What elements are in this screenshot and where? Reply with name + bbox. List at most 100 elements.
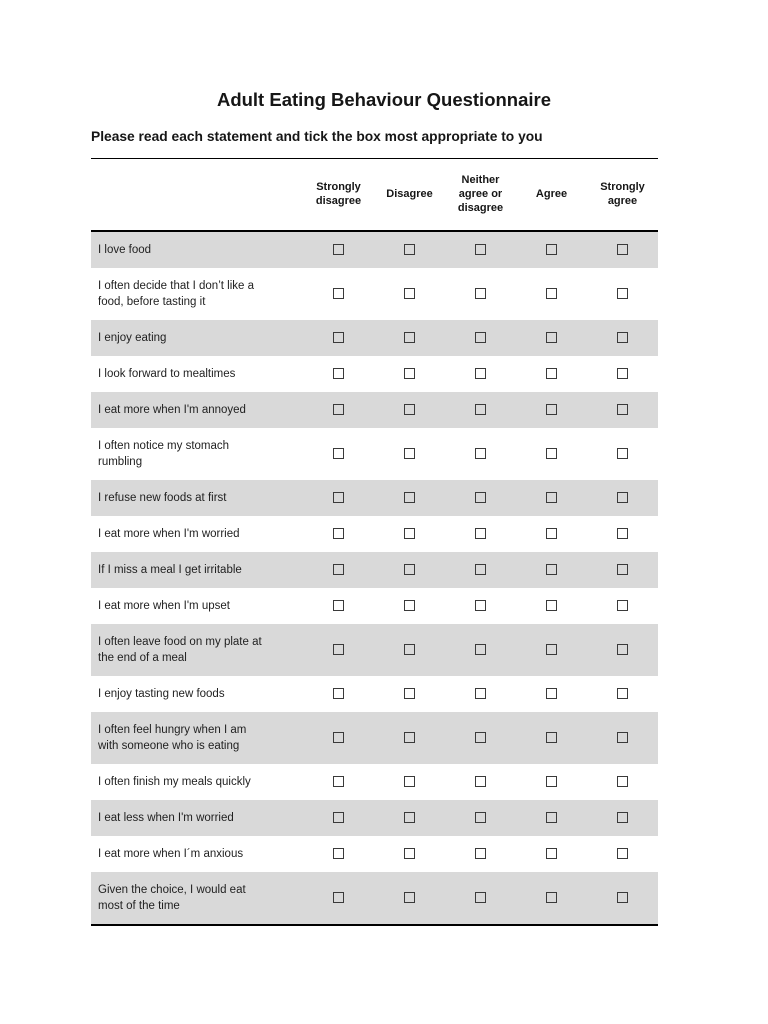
checkbox-row14-strongly-disagree[interactable] (333, 775, 344, 787)
checkbox-row4-strongly-disagree[interactable] (333, 367, 344, 379)
statement-text: I enjoy eating (98, 331, 167, 344)
checkbox-row10-agree[interactable] (546, 599, 557, 611)
choice-cell (303, 871, 374, 926)
checkbox-row5-neither-agree-or-disagree[interactable] (475, 403, 486, 415)
checkbox-row3-agree[interactable] (546, 331, 557, 343)
choice-cell (587, 712, 658, 764)
checkbox-row3-strongly-agree[interactable] (617, 331, 628, 343)
checkbox-row5-strongly-disagree[interactable] (333, 403, 344, 415)
checkbox-row17-strongly-agree[interactable] (617, 891, 628, 903)
checkbox-row7-neither-agree-or-disagree[interactable] (475, 491, 486, 503)
checkbox-row7-agree[interactable] (546, 491, 557, 503)
table-row: I love food (91, 230, 658, 268)
checkbox-row9-disagree[interactable] (404, 563, 415, 575)
checkbox-row10-strongly-disagree[interactable] (333, 599, 344, 611)
checkbox-row6-disagree[interactable] (404, 447, 415, 459)
checkbox-row8-neither-agree-or-disagree[interactable] (475, 527, 486, 539)
checkbox-row14-neither-agree-or-disagree[interactable] (475, 775, 486, 787)
checkbox-row15-disagree[interactable] (404, 811, 415, 823)
checkbox-row16-neither-agree-or-disagree[interactable] (475, 847, 486, 859)
checkbox-row4-strongly-agree[interactable] (617, 367, 628, 379)
checkbox-row14-disagree[interactable] (404, 775, 415, 787)
checkbox-row1-strongly-disagree[interactable] (333, 243, 344, 255)
checkbox-row14-strongly-agree[interactable] (617, 775, 628, 787)
checkbox-row16-disagree[interactable] (404, 847, 415, 859)
checkbox-row15-neither-agree-or-disagree[interactable] (475, 811, 486, 823)
checkbox-row17-strongly-disagree[interactable] (333, 891, 344, 903)
checkbox-row16-strongly-agree[interactable] (617, 847, 628, 859)
checkbox-row11-agree[interactable] (546, 643, 557, 655)
checkbox-row12-neither-agree-or-disagree[interactable] (475, 687, 486, 699)
checkbox-row12-strongly-agree[interactable] (617, 687, 628, 699)
checkbox-row12-disagree[interactable] (404, 687, 415, 699)
checkbox-row9-neither-agree-or-disagree[interactable] (475, 563, 486, 575)
checkbox-row3-neither-agree-or-disagree[interactable] (475, 331, 486, 343)
choice-cell (445, 764, 516, 800)
choice-cell (374, 624, 445, 676)
checkbox-row15-agree[interactable] (546, 811, 557, 823)
checkbox-row2-strongly-disagree[interactable] (333, 287, 344, 299)
checkbox-row8-disagree[interactable] (404, 527, 415, 539)
checkbox-row16-agree[interactable] (546, 847, 557, 859)
checkbox-row13-disagree[interactable] (404, 731, 415, 743)
checkbox-row11-strongly-agree[interactable] (617, 643, 628, 655)
checkbox-row11-strongly-disagree[interactable] (333, 643, 344, 655)
choice-cell (374, 480, 445, 516)
choice-cell (516, 392, 587, 428)
checkbox-row6-agree[interactable] (546, 447, 557, 459)
checkbox-row8-strongly-agree[interactable] (617, 527, 628, 539)
checkbox-row17-disagree[interactable] (404, 891, 415, 903)
checkbox-row8-agree[interactable] (546, 527, 557, 539)
checkbox-row1-strongly-agree[interactable] (617, 243, 628, 255)
checkbox-row1-agree[interactable] (546, 243, 557, 255)
checkbox-row13-strongly-agree[interactable] (617, 731, 628, 743)
checkbox-row3-disagree[interactable] (404, 331, 415, 343)
checkbox-row6-strongly-disagree[interactable] (333, 447, 344, 459)
checkbox-row2-agree[interactable] (546, 287, 557, 299)
checkbox-row5-disagree[interactable] (404, 403, 415, 415)
checkbox-row7-strongly-disagree[interactable] (333, 491, 344, 503)
checkbox-row11-disagree[interactable] (404, 643, 415, 655)
checkbox-row7-disagree[interactable] (404, 491, 415, 503)
checkbox-row3-strongly-disagree[interactable] (333, 331, 344, 343)
table-row: I eat more when I'm worried (91, 516, 658, 552)
choice-cell (303, 320, 374, 356)
checkbox-row10-strongly-agree[interactable] (617, 599, 628, 611)
checkbox-row1-disagree[interactable] (404, 243, 415, 255)
checkbox-row16-strongly-disagree[interactable] (333, 847, 344, 859)
checkbox-row12-agree[interactable] (546, 687, 557, 699)
checkbox-row2-neither-agree-or-disagree[interactable] (475, 287, 486, 299)
checkbox-row6-strongly-agree[interactable] (617, 447, 628, 459)
table-row: I eat more when I'm upset (91, 588, 658, 624)
checkbox-row9-strongly-disagree[interactable] (333, 563, 344, 575)
checkbox-row10-disagree[interactable] (404, 599, 415, 611)
checkbox-row2-disagree[interactable] (404, 287, 415, 299)
checkbox-row11-neither-agree-or-disagree[interactable] (475, 643, 486, 655)
statement-text: I often notice my stomach rumbling (98, 439, 230, 468)
checkbox-row8-strongly-disagree[interactable] (333, 527, 344, 539)
checkbox-row9-strongly-agree[interactable] (617, 563, 628, 575)
checkbox-row13-neither-agree-or-disagree[interactable] (475, 731, 486, 743)
checkbox-row4-agree[interactable] (546, 367, 557, 379)
choice-cell (303, 392, 374, 428)
checkbox-row7-strongly-agree[interactable] (617, 491, 628, 503)
checkbox-row6-neither-agree-or-disagree[interactable] (475, 447, 486, 459)
checkbox-row4-disagree[interactable] (404, 367, 415, 379)
checkbox-row14-agree[interactable] (546, 775, 557, 787)
checkbox-row5-agree[interactable] (546, 403, 557, 415)
table-row: I often finish my meals quickly (91, 764, 658, 800)
checkbox-row2-strongly-agree[interactable] (617, 287, 628, 299)
checkbox-row10-neither-agree-or-disagree[interactable] (475, 599, 486, 611)
checkbox-row9-agree[interactable] (546, 563, 557, 575)
checkbox-row13-agree[interactable] (546, 731, 557, 743)
checkbox-row12-strongly-disagree[interactable] (333, 687, 344, 699)
checkbox-row1-neither-agree-or-disagree[interactable] (475, 243, 486, 255)
checkbox-row17-agree[interactable] (546, 891, 557, 903)
checkbox-row4-neither-agree-or-disagree[interactable] (475, 367, 486, 379)
checkbox-row15-strongly-disagree[interactable] (333, 811, 344, 823)
checkbox-row13-strongly-disagree[interactable] (333, 731, 344, 743)
checkbox-row5-strongly-agree[interactable] (617, 403, 628, 415)
checkbox-row15-strongly-agree[interactable] (617, 811, 628, 823)
table-row: I eat more when I'm annoyed (91, 391, 658, 428)
checkbox-row17-neither-agree-or-disagree[interactable] (475, 891, 486, 903)
